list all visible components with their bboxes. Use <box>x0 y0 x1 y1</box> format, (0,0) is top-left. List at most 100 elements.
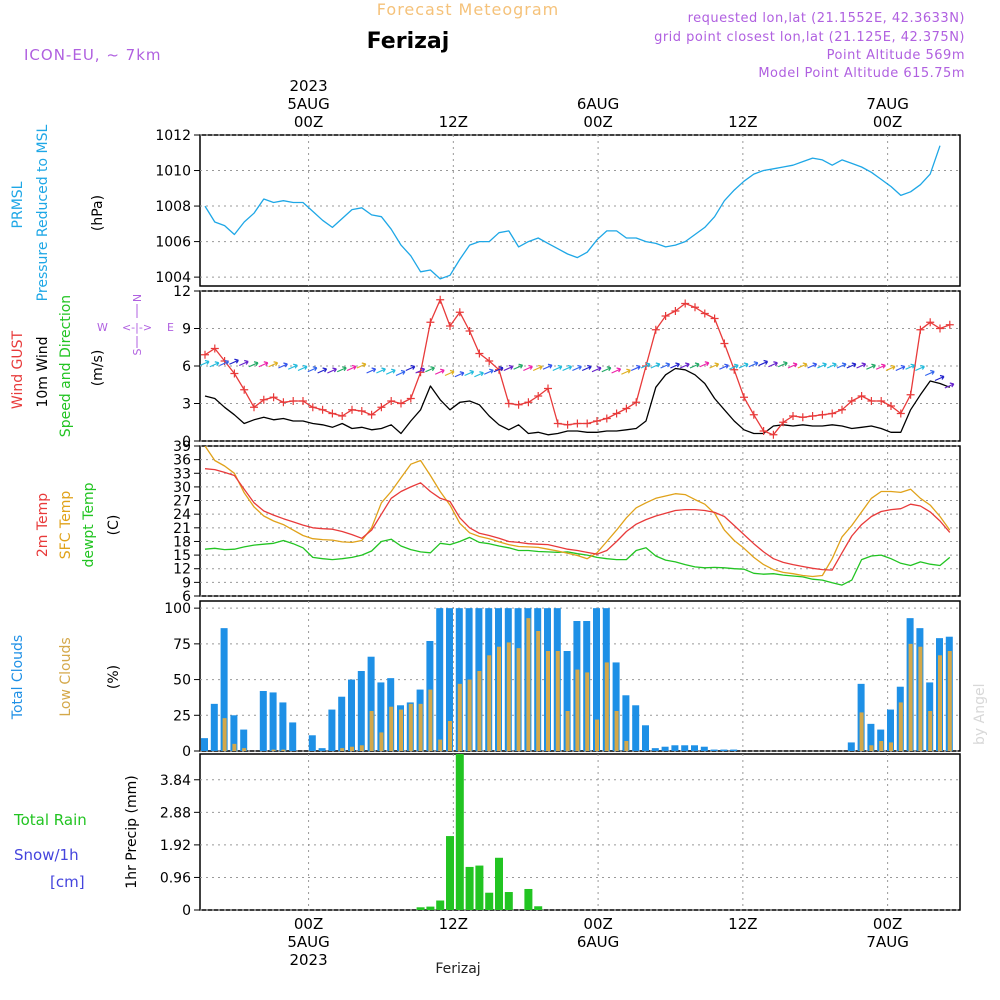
bar-total-clouds <box>847 742 855 751</box>
y-tick-label: 0 <box>182 744 191 760</box>
wind-arrow <box>915 364 925 372</box>
series-line-wind <box>204 367 951 436</box>
model-altitude: Model Point Altitude 615.75m <box>758 66 965 81</box>
compass-e: E <box>167 321 174 334</box>
bar-total-clouds <box>318 748 326 751</box>
gust-point <box>583 419 592 428</box>
gust-point <box>749 410 758 419</box>
series-group <box>201 608 953 751</box>
wind-arrow <box>327 367 337 374</box>
gust-point <box>357 407 366 415</box>
compass-w: W <box>97 321 108 334</box>
gust-point <box>877 397 886 405</box>
wind-arrow <box>258 361 269 368</box>
bar-total-clouds <box>700 746 708 751</box>
gust-point <box>377 403 386 412</box>
gust-point <box>485 357 494 365</box>
bar-total-clouds <box>710 749 718 751</box>
watermark: by Angel <box>972 684 988 745</box>
y-tick-label: 36 <box>173 453 191 469</box>
snow-unit-label: [cm] <box>50 873 85 891</box>
time-tick-label: 12Z <box>439 915 468 933</box>
y-tick-label: 9 <box>182 575 191 591</box>
wind-arrow <box>336 366 347 373</box>
wind-arrow <box>287 363 298 370</box>
gust-point <box>671 307 680 315</box>
wind-arrow <box>934 374 945 382</box>
bar-low-clouds <box>516 648 521 751</box>
bar-low-clouds <box>918 646 923 751</box>
wind-arrow <box>924 369 935 377</box>
gust-point <box>387 397 396 405</box>
bar-total-clouds <box>642 725 649 751</box>
wind-arrow <box>513 363 524 370</box>
gust-point <box>308 403 317 412</box>
wind-arrow <box>758 359 769 367</box>
bar-low-clouds <box>232 743 237 751</box>
y-tick-label: 33 <box>173 466 191 482</box>
bar-low-clouds <box>585 672 590 751</box>
bar-total-clouds <box>720 749 728 751</box>
gust-point <box>524 398 533 407</box>
panel-frame <box>199 753 961 911</box>
wind-arrow <box>611 367 622 374</box>
bar-low-clouds <box>555 651 560 751</box>
bar-low-clouds <box>281 749 286 751</box>
bar-low-clouds <box>879 741 884 751</box>
gust-point <box>867 397 876 405</box>
wind-arrow <box>238 359 249 367</box>
wind-arrow <box>268 361 279 368</box>
bar-rain <box>504 892 513 910</box>
bar-total-clouds <box>563 651 571 751</box>
bar-rain <box>524 888 533 910</box>
y-tick-label: 24 <box>173 507 191 523</box>
gust-point <box>945 320 954 329</box>
wind-arrow <box>493 366 504 373</box>
bar-total-clouds <box>661 746 669 751</box>
wind-arrow <box>200 359 210 367</box>
time-tick-label: 12Z <box>728 113 757 131</box>
bar-total-clouds <box>240 729 248 751</box>
bar-low-clouds <box>369 711 374 751</box>
time-tick-year: 2023 <box>289 77 327 95</box>
y-axis-label: PRMSL <box>10 181 26 228</box>
bar-total-clouds <box>210 703 218 751</box>
wind-arrow <box>826 362 837 369</box>
time-tick-label: 00Z <box>583 915 612 933</box>
wind-arrow <box>278 362 288 369</box>
bar-low-clouds <box>938 655 942 751</box>
bar-low-clouds <box>418 703 423 751</box>
bar-low-clouds <box>399 709 403 751</box>
series-group <box>204 145 941 280</box>
wind-arrow <box>425 366 435 373</box>
gust-point <box>651 325 660 334</box>
gust-point <box>279 398 288 407</box>
gust-point <box>446 322 454 330</box>
gust-point <box>475 349 484 358</box>
y-tick-label: 0 <box>182 903 191 919</box>
time-tick-date: 6AUG <box>577 933 619 951</box>
bar-low-clouds <box>859 712 864 751</box>
bar-rain <box>426 906 435 910</box>
bar-total-clouds <box>357 671 365 751</box>
y-tick-label: 1006 <box>155 235 191 251</box>
y-axis-unit: (m/s) <box>90 350 106 387</box>
footer-location: Ferizaj <box>435 961 480 977</box>
bar-total-clouds <box>691 745 698 751</box>
bar-low-clouds <box>448 721 452 751</box>
wind-arrow <box>581 364 592 372</box>
bar-low-clouds <box>242 748 247 751</box>
gust-point <box>818 410 827 419</box>
wind-arrow <box>474 371 484 378</box>
bar-low-clouds <box>565 711 570 751</box>
panel-wind: 0 3 6 9 12 Wind GUST 10m Wind Speed and Directi… <box>10 284 961 450</box>
wind-arrow <box>209 361 220 368</box>
wind-arrow <box>444 369 455 377</box>
bar-total-clouds <box>867 723 875 751</box>
wind-arrow <box>728 363 739 370</box>
bar-total-clouds <box>367 656 375 751</box>
compass-s: S <box>131 348 144 355</box>
y-axis-label: Total Clouds <box>10 635 26 720</box>
gust-point <box>593 417 601 425</box>
